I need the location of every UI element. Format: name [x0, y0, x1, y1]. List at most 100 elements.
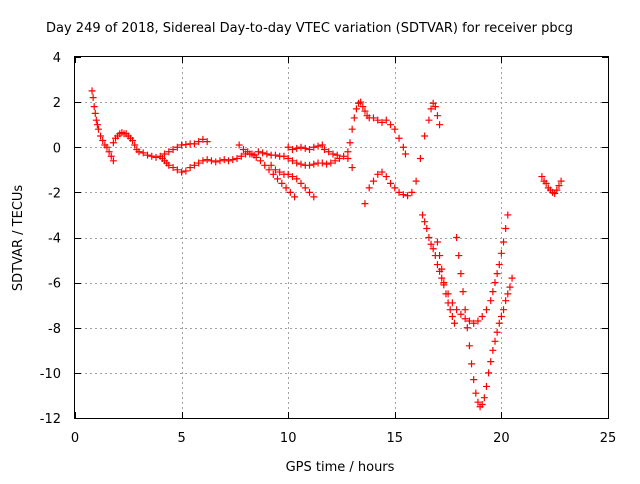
- data-point: [436, 252, 444, 260]
- data-point: [203, 156, 211, 164]
- data-point: [369, 177, 377, 185]
- data-point: [478, 400, 486, 408]
- data-point: [291, 193, 299, 201]
- data-point: [169, 164, 177, 172]
- data-point: [261, 161, 269, 169]
- data-point: [105, 148, 113, 156]
- data-point: [135, 148, 143, 156]
- data-point: [282, 184, 290, 192]
- data-point: [182, 141, 190, 149]
- data-point: [495, 319, 503, 327]
- data-point: [502, 224, 510, 232]
- data-point: [557, 177, 565, 185]
- data-point: [474, 398, 482, 406]
- data-point: [340, 152, 348, 160]
- data-point: [320, 146, 328, 154]
- data-point: [143, 151, 151, 159]
- y-tick-label: -4: [48, 232, 61, 247]
- data-point: [378, 168, 386, 176]
- x-tick-label: 5: [177, 431, 185, 446]
- data-point: [190, 161, 198, 169]
- data-point: [252, 153, 260, 161]
- data-point: [425, 116, 433, 124]
- data-point: [433, 112, 441, 120]
- data-point: [169, 146, 177, 154]
- data-point: [195, 159, 203, 167]
- data-point: [89, 94, 97, 102]
- data-point: [293, 144, 301, 152]
- data-point: [478, 312, 486, 320]
- data-point: [470, 319, 478, 327]
- data-point: [297, 143, 305, 151]
- y-axis-label: SDTVAR / TECUs: [11, 185, 26, 292]
- data-point: [500, 238, 508, 246]
- data-point: [401, 150, 409, 158]
- data-point: [387, 121, 395, 129]
- data-point: [502, 297, 510, 305]
- data-point: [489, 346, 497, 354]
- data-point: [506, 283, 514, 291]
- data-point: [199, 135, 207, 143]
- data-point: [344, 155, 352, 163]
- x-tick-label: 10: [280, 431, 297, 446]
- data-point: [489, 288, 497, 296]
- data-point: [318, 159, 326, 167]
- data-point: [323, 160, 331, 168]
- data-point: [442, 290, 450, 298]
- data-point: [433, 238, 441, 246]
- data-point: [131, 141, 139, 149]
- data-point: [453, 234, 461, 241]
- data-point: [352, 105, 360, 113]
- data-point: [399, 143, 407, 151]
- data-point: [350, 114, 358, 122]
- data-point: [453, 306, 461, 314]
- data-point: [555, 182, 563, 190]
- data-point: [286, 188, 294, 196]
- data-point: [91, 109, 99, 117]
- data-point: [288, 146, 296, 154]
- data-point: [438, 265, 446, 273]
- data-point: [463, 324, 471, 332]
- data-point: [99, 136, 107, 144]
- data-point: [465, 317, 473, 325]
- data-point: [329, 150, 337, 158]
- data-point: [461, 306, 469, 314]
- data-point: [423, 224, 431, 232]
- data-point: [278, 179, 286, 187]
- data-point: [212, 158, 220, 166]
- data-point: [433, 261, 441, 269]
- data-point: [553, 186, 561, 194]
- data-point: [284, 143, 292, 151]
- data-point: [425, 234, 433, 241]
- data-point: [438, 274, 446, 282]
- data-point: [233, 155, 241, 163]
- data-point: [186, 164, 194, 172]
- data-point: [178, 168, 186, 176]
- data-point: [412, 177, 420, 185]
- y-tick-label: -8: [48, 322, 61, 337]
- data-point: [346, 139, 354, 147]
- data-point: [306, 188, 314, 196]
- data-point: [427, 240, 435, 248]
- data-point: [165, 161, 173, 169]
- data-point: [88, 87, 96, 95]
- data-point: [504, 211, 512, 219]
- data-point: [310, 193, 318, 201]
- data-point: [327, 159, 335, 167]
- axis-ticks: 0 5 10 15 20 25 -12 -10 -8 -6 -4 -2 0 2 4: [40, 51, 617, 446]
- data-point: [504, 290, 512, 298]
- data-point: [148, 152, 156, 160]
- data-point: [90, 103, 98, 111]
- data-point: [318, 141, 326, 149]
- data-point: [310, 160, 318, 168]
- data-point: [97, 132, 105, 140]
- y-tick-label: -2: [48, 186, 61, 201]
- data-point: [269, 170, 277, 178]
- data-point: [280, 152, 288, 160]
- data-point: [348, 164, 356, 172]
- data-point: [440, 279, 448, 287]
- data-point: [244, 148, 252, 156]
- data-point: [436, 121, 444, 129]
- data-point: [468, 360, 476, 368]
- x-tick-label: 15: [387, 431, 404, 446]
